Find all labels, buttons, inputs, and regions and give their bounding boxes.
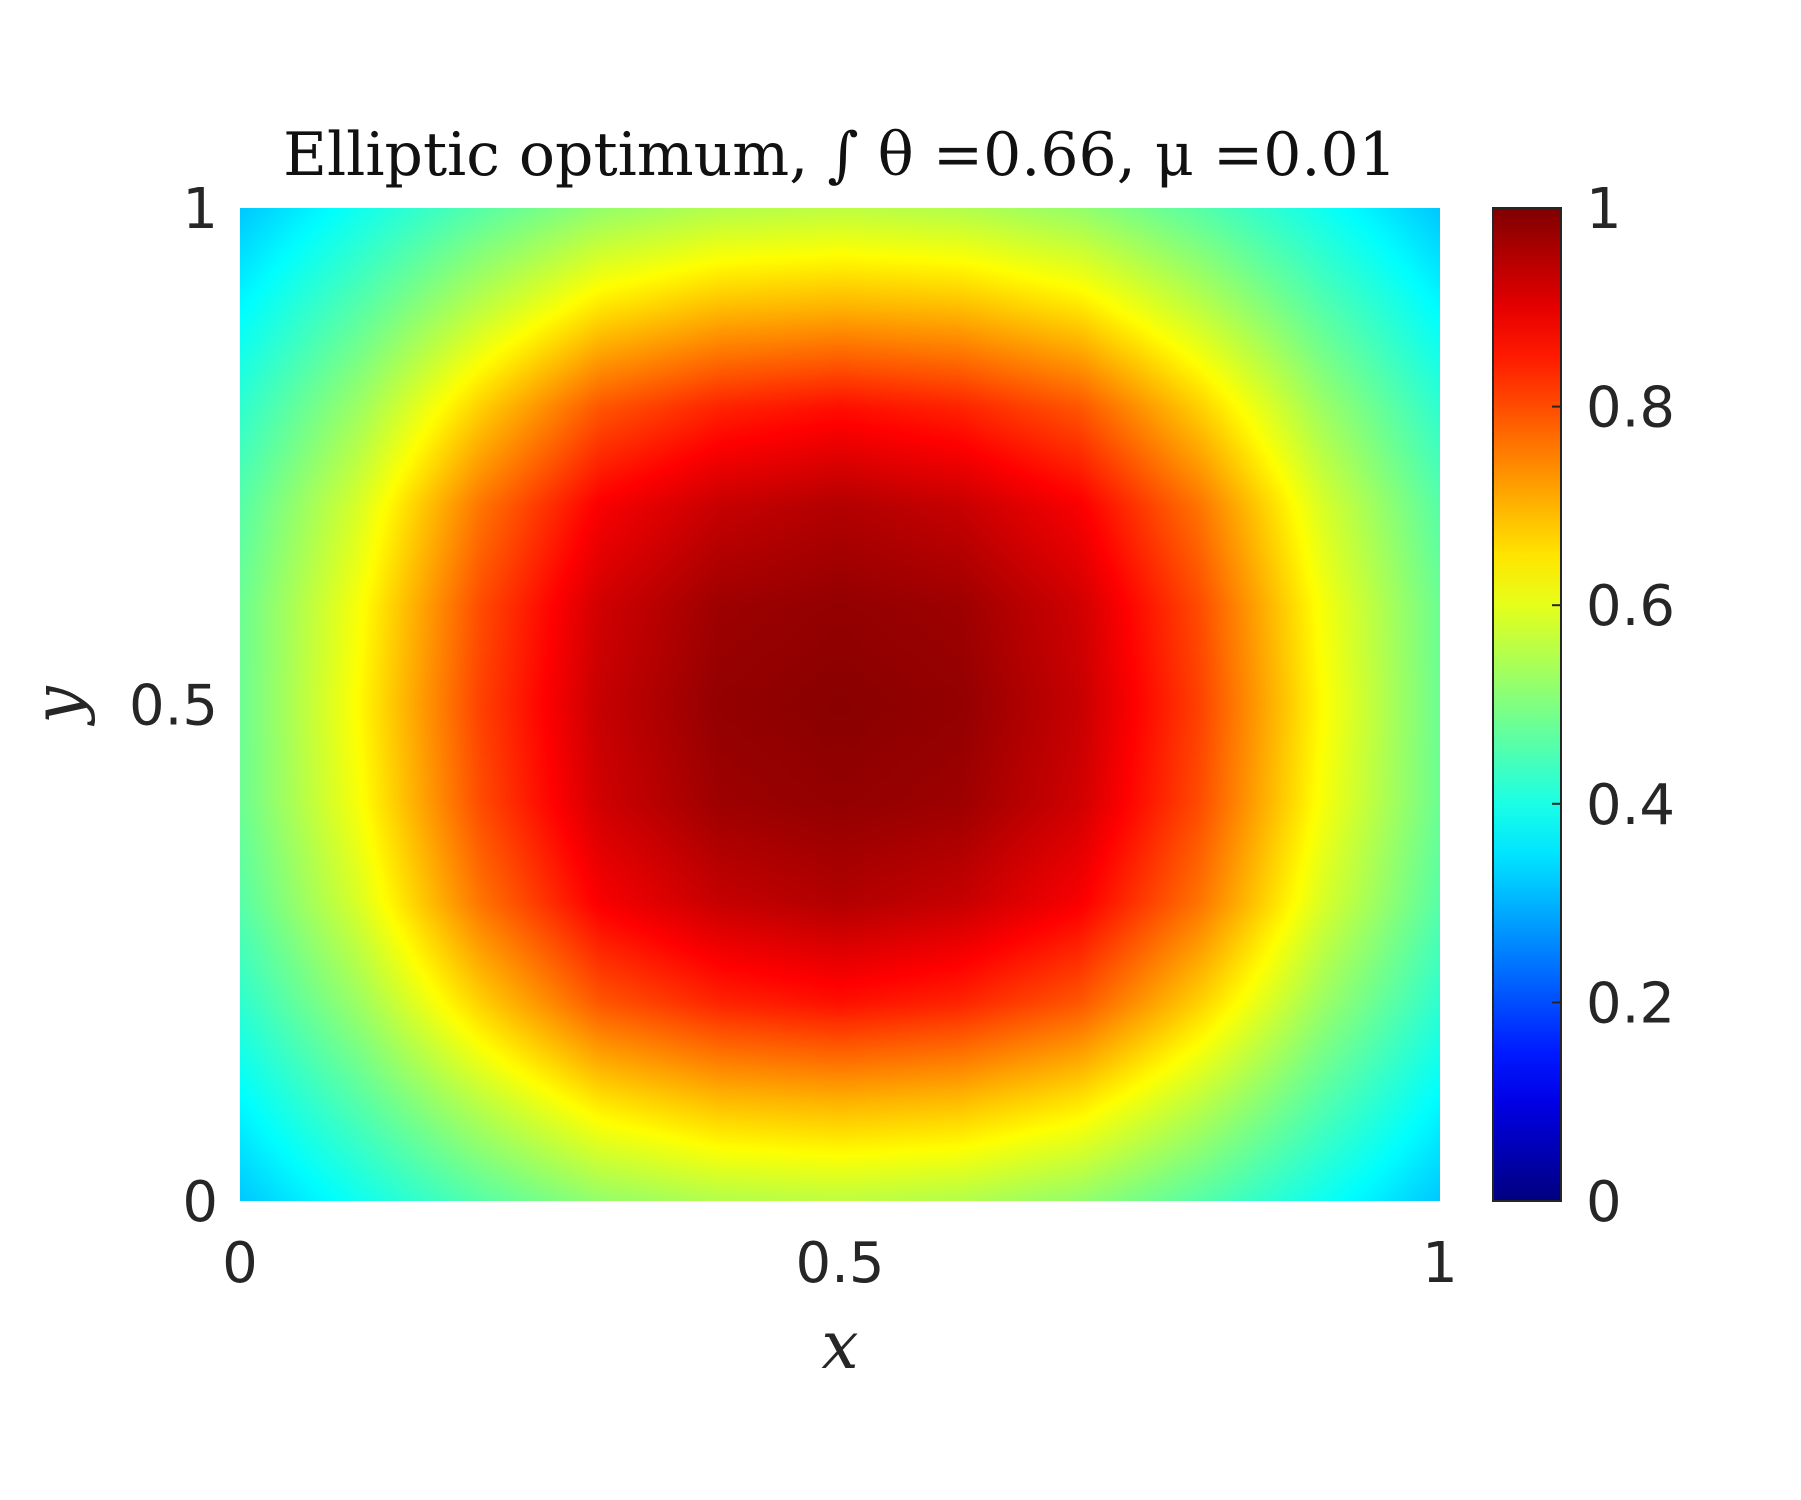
colorbar-tick-label: 0 bbox=[1586, 1170, 1622, 1235]
chart-title: Elliptic optimum, ∫ θ =0.66, μ =0.01 bbox=[283, 120, 1397, 190]
x-tick-label: 0.5 bbox=[795, 1231, 884, 1296]
colorbar-tick-label: 0.6 bbox=[1586, 574, 1675, 639]
x-axis-label: x bbox=[821, 1307, 858, 1384]
y-axis-ticks: 00.51 bbox=[129, 177, 218, 1235]
x-axis-ticks: 0 0.5 1 bbox=[222, 1231, 1458, 1296]
y-axis-label: y bbox=[19, 686, 96, 727]
colorbar-tick-label: 1 bbox=[1586, 177, 1622, 242]
colorbar-ticks: 0 0.2 0.4 0.6 0.8 1 bbox=[1552, 177, 1675, 1235]
colorbar-tick-label: 0.4 bbox=[1586, 773, 1675, 838]
colorbar: 0 0.2 0.4 0.6 0.8 1 bbox=[1492, 177, 1675, 1235]
y-tick-label: 1 bbox=[182, 177, 218, 242]
x-tick-label: 0 bbox=[222, 1231, 258, 1296]
plot-area bbox=[240, 208, 1440, 1201]
heatmap-image bbox=[240, 208, 1440, 1201]
x-tick-label: 1 bbox=[1422, 1231, 1458, 1296]
y-tick-label: 0 bbox=[182, 1170, 218, 1235]
colorbar-tick-label: 0.8 bbox=[1586, 376, 1675, 441]
colorbar-gradient bbox=[1492, 207, 1562, 1202]
colorbar-tick-label: 0.2 bbox=[1586, 971, 1675, 1036]
y-tick-label: 0.5 bbox=[129, 674, 218, 739]
